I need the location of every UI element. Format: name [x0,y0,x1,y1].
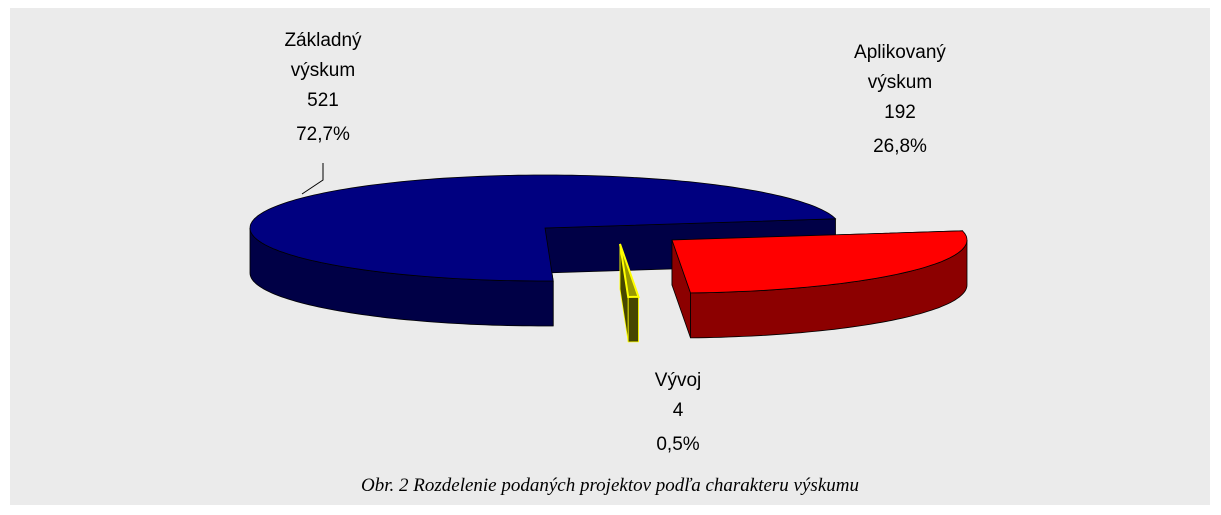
slice-label: Základný výskum [284,30,362,81]
label-line: Vývoj [655,370,701,391]
caption: Obr. 2 Rozdelenie podaných projektov pod… [361,475,859,496]
slice [249,174,837,282]
slice [619,243,640,299]
label-line: Aplikovaný [854,42,946,63]
percent-label: 0,5% [656,434,699,455]
slice-side [627,296,639,343]
percent-label: 72,7% [296,124,350,145]
value-label: 4 [673,400,684,421]
label-line: Základný [284,30,362,51]
leader-line [301,163,324,195]
slice [671,230,968,294]
value-label: 521 [307,90,339,111]
slice-label: Aplikovaný výskum [854,42,946,93]
label-line: výskum [291,60,355,81]
value-label: 192 [884,102,916,123]
label-line: výskum [868,72,932,93]
slice-label: Vývoj [655,370,701,391]
percent-label: 26,8% [873,136,927,157]
